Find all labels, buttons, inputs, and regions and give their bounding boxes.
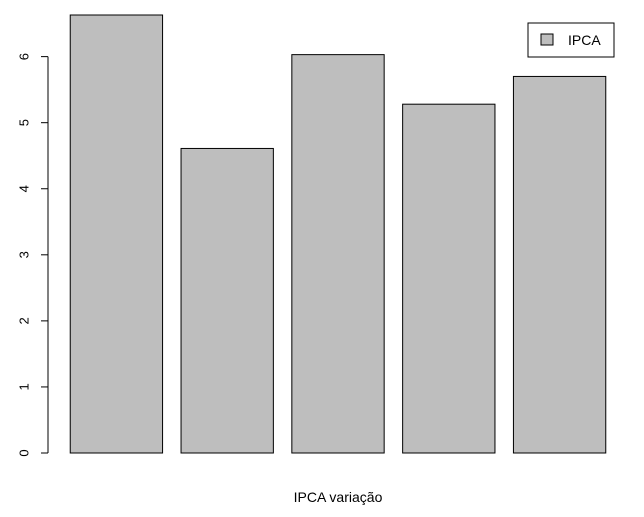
y-tick-label: 4 (17, 185, 32, 192)
x-axis-label: IPCA variação (294, 489, 383, 505)
bars (69, 14, 607, 454)
bar (512, 75, 607, 454)
bar (402, 103, 496, 454)
y-tick-label: 0 (17, 449, 32, 456)
y-tick-label: 5 (17, 119, 32, 126)
bar (291, 54, 385, 454)
y-axis: 0 1 2 3 4 5 6 (17, 53, 49, 457)
legend: IPCA (527, 22, 615, 58)
legend-label-ipca: IPCA (568, 32, 601, 48)
y-tick-label: 6 (17, 53, 32, 60)
y-tick-label: 2 (17, 317, 32, 324)
bar (180, 147, 274, 454)
y-tick-label: 3 (17, 251, 32, 258)
bar (69, 14, 164, 454)
legend-swatch-ipca (540, 33, 554, 46)
y-tick-label: 1 (17, 383, 32, 390)
